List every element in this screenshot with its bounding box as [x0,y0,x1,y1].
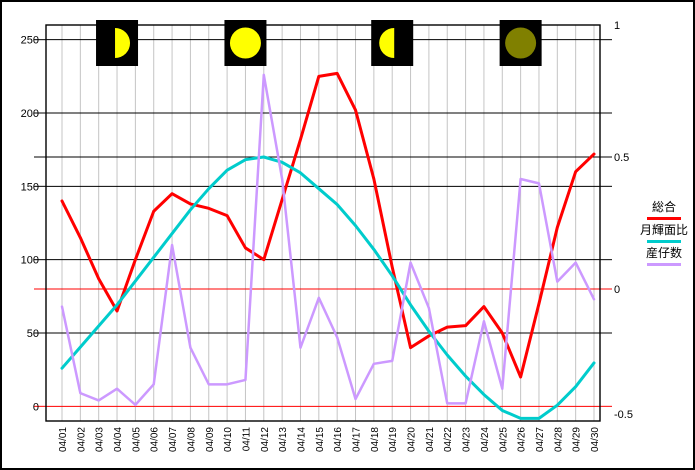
x-axis-label: 04/05 [131,427,142,452]
x-axis-label: 04/03 [95,427,106,452]
x-axis-label: 04/16 [333,427,344,452]
x-axis-label: 04/06 [150,427,161,452]
plot-border [45,24,601,422]
x-axis-label: 04/10 [223,427,234,452]
x-axis-label: 04/14 [296,427,307,452]
x-axis-label: 04/28 [553,427,564,452]
x-axis-label: 04/30 [590,427,601,452]
moon-phase-new-icon [499,20,542,66]
left-axis-label: 150 [21,181,39,193]
left-axis-label: 250 [21,35,39,47]
legend-item-sanshisuu: 産仔数 [646,246,682,266]
x-axis-label: 04/24 [480,427,491,452]
x-axis-label: 04/13 [278,427,289,452]
legend-item-getsukimenhi: 月輝面比 [640,223,688,243]
x-axis-label: 04/01 [58,427,69,452]
legend-swatch-sanshisuu [646,263,681,266]
x-axis-label: 04/15 [315,427,326,452]
series-line-2 [60,73,596,407]
legend-label-sanshisuu: 産仔数 [645,246,682,260]
x-axis-label: 04/27 [535,427,546,452]
x-axis-label: 04/17 [352,427,363,452]
x-axis-label: 04/22 [443,427,454,452]
x-axis-label: 04/07 [168,427,179,452]
left-axis-label: 100 [21,255,39,267]
x-axis-label: 04/21 [425,427,436,452]
x-axis-label: 04/11 [241,427,252,452]
legend-swatch-sougou [647,217,681,220]
moon-phase-full-icon [224,20,267,66]
right-axis-label: 0 [614,284,620,296]
right-axis-label: 0.5 [614,152,629,164]
left-axis-label: 50 [27,328,39,340]
legend-label-sougou: 総合 [651,200,676,214]
x-axis-label: 04/23 [462,427,473,452]
legend: 総合 月輝面比 産仔数 [632,200,693,269]
x-axis-label: 04/04 [113,427,124,452]
moon-phase-last-quarter-icon [371,20,414,66]
x-axis-label: 04/18 [370,427,381,452]
left-axis-label: 200 [21,108,39,120]
legend-label-getsukimenhi: 月輝面比 [639,223,688,237]
legend-swatch-getsukimenhi [646,240,681,243]
left-axis-label: 0 [33,401,39,413]
x-axis-label: 04/08 [186,427,197,452]
x-axis-label: 04/02 [76,427,87,452]
x-axis-label: 04/19 [388,427,399,452]
x-axis-label: 04/25 [498,427,509,452]
x-axis-label: 04/20 [407,427,418,452]
x-axis-label: 04/26 [517,427,528,452]
series-line-1 [60,155,596,420]
right-axis-label: 1 [614,20,620,32]
moon-phase-first-quarter-icon [96,20,139,66]
legend-item-sougou: 総合 [647,200,681,220]
series-line-0 [60,71,596,379]
right-axis-label: -0.5 [614,409,633,421]
x-axis-label: 04/09 [205,427,216,452]
x-axis-label: 04/12 [260,427,271,452]
x-axis-label: 04/29 [572,427,583,452]
